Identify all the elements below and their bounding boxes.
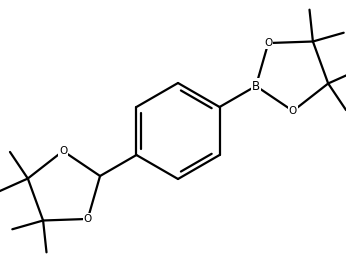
Text: O: O <box>84 214 92 224</box>
Text: B: B <box>252 79 260 92</box>
Text: O: O <box>264 38 272 48</box>
Text: O: O <box>59 146 67 156</box>
Text: O: O <box>289 106 297 116</box>
